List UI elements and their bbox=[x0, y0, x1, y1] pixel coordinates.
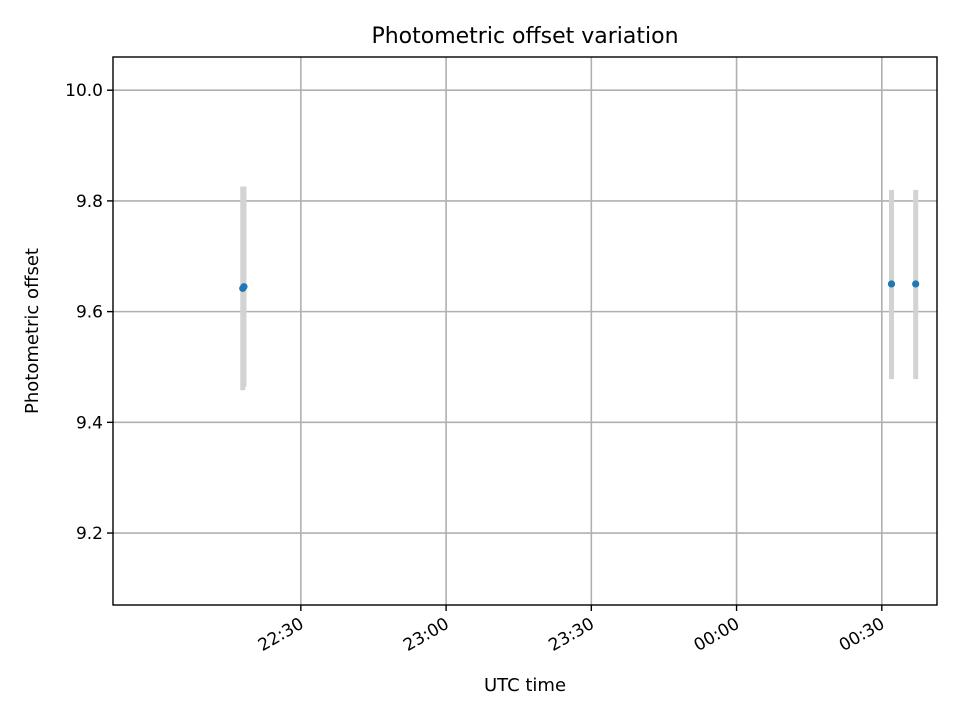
x-tick-label: 00:30 bbox=[836, 614, 888, 656]
x-tick-label: 22:30 bbox=[255, 614, 307, 656]
data-point bbox=[240, 283, 248, 291]
data-point bbox=[887, 280, 896, 288]
data-points bbox=[239, 280, 920, 292]
x-tick-label: 23:30 bbox=[545, 614, 597, 656]
y-axis-label: Photometric offset bbox=[22, 248, 43, 414]
plot-frame bbox=[112, 56, 938, 606]
chart-title: Photometric offset variation bbox=[371, 24, 678, 49]
x-tick-label: 23:00 bbox=[400, 614, 452, 656]
grid bbox=[113, 57, 937, 605]
y-tick-label: 10.0 bbox=[65, 81, 103, 101]
y-tick-label: 9.4 bbox=[76, 413, 103, 433]
data-point bbox=[912, 280, 920, 288]
x-tick-label: 00:00 bbox=[691, 614, 743, 656]
y-tick-label: 9.2 bbox=[76, 524, 103, 544]
y-tick-label: 9.6 bbox=[76, 303, 103, 323]
x-axis-label: UTC time bbox=[484, 675, 566, 696]
error-bars bbox=[240, 186, 919, 391]
y-axis-ticks: 9.2 9.4 9.6 9.8 10.0 bbox=[65, 81, 113, 544]
y-tick-label: 9.8 bbox=[76, 192, 103, 212]
